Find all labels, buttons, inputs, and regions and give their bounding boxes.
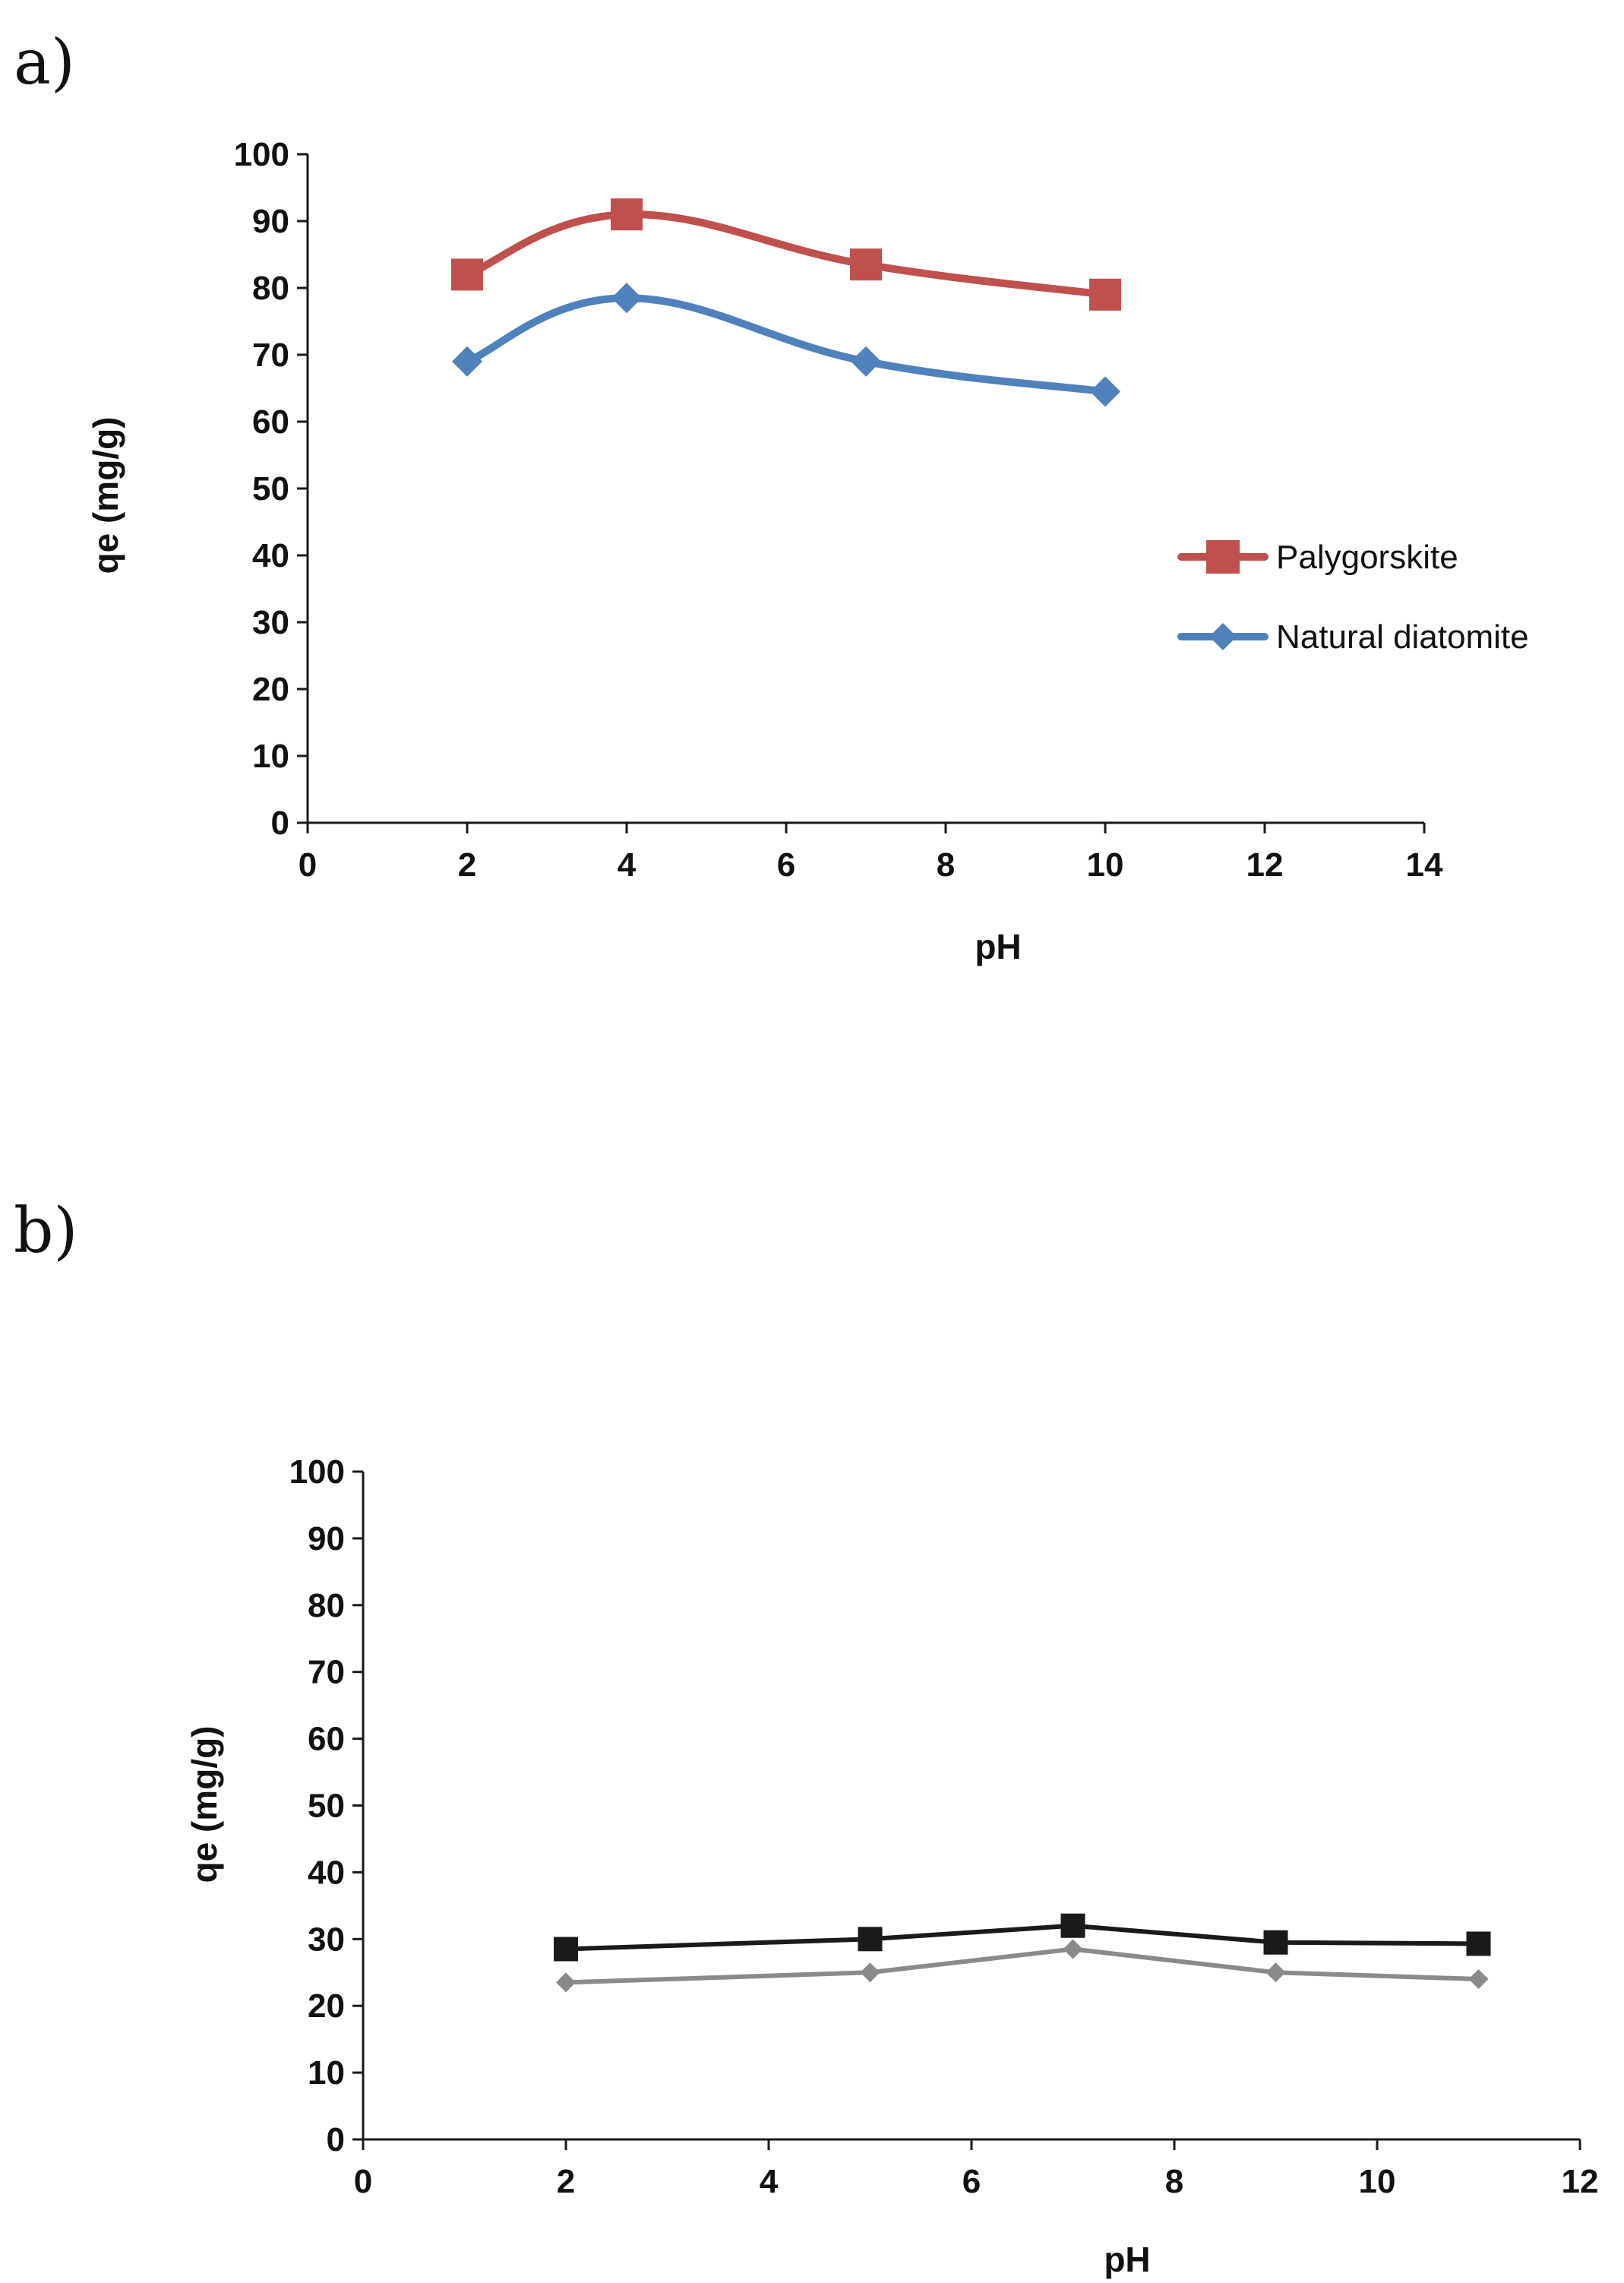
- data-point-square: [1089, 278, 1121, 311]
- x-tick-label: 0: [354, 2163, 372, 2200]
- data-point-diamond: [611, 283, 642, 314]
- y-tick-label: 70: [308, 1654, 345, 1691]
- x-axis-title-a: pH: [975, 927, 1021, 966]
- x-tick-label: 0: [299, 846, 317, 884]
- x-tick-label: 8: [1165, 2163, 1183, 2200]
- panel-label-b: b): [14, 1195, 77, 1267]
- data-point-diamond: [452, 346, 482, 377]
- x-tick-label: 4: [618, 846, 637, 884]
- y-tick-label: 80: [308, 1587, 345, 1624]
- x-tick-label: 10: [1087, 846, 1124, 884]
- x-tick-label: 10: [1359, 2163, 1396, 2200]
- legend-a: Palygorskite Natural diatomite: [1177, 539, 1529, 656]
- y-tick-label: 100: [234, 136, 289, 173]
- data-point-square: [1263, 1930, 1288, 1955]
- x-tick-label: 2: [458, 846, 476, 884]
- data-point-diamond: [1265, 1962, 1286, 1983]
- data-point-square: [554, 1937, 578, 1962]
- y-axis-title-b: qe (mg/g): [185, 1726, 224, 1883]
- data-point-diamond: [1063, 1939, 1083, 1959]
- y-tick-label: 30: [252, 604, 289, 641]
- data-point-diamond: [556, 1972, 576, 1993]
- y-tick-label: 0: [327, 2121, 345, 2158]
- y-axis-title-a: qe (mg/g): [86, 417, 125, 574]
- legend-marker-palygorskite: [1206, 540, 1240, 574]
- data-point-diamond: [1468, 1969, 1489, 1990]
- data-point-diamond: [851, 346, 881, 377]
- y-tick-label: 20: [252, 671, 289, 708]
- data-point-square: [1466, 1931, 1491, 1956]
- y-tick-label: 30: [308, 1921, 345, 1958]
- legend-label-natural-diatomite: Natural diatomite: [1276, 618, 1529, 656]
- y-tick-label: 40: [308, 1854, 345, 1891]
- y-tick-label: 50: [308, 1788, 345, 1825]
- data-point-square: [451, 258, 483, 291]
- x-tick-label: 14: [1406, 846, 1443, 884]
- x-tick-label: 12: [1246, 846, 1284, 884]
- y-tick-label: 80: [252, 270, 289, 307]
- y-tick-label: 60: [252, 403, 289, 441]
- x-tick-label: 8: [937, 846, 955, 884]
- y-tick-label: 90: [308, 1520, 345, 1557]
- y-tick-label: 10: [252, 738, 289, 775]
- data-point-diamond: [860, 1962, 880, 1983]
- chart-a: a) pH qe (mg/g) Palygorskite Natural dia…: [14, 27, 1529, 966]
- y-tick-label: 50: [252, 470, 289, 508]
- x-axis-title-b: pH: [1104, 2240, 1150, 2279]
- y-tick-label: 10: [308, 2054, 345, 2092]
- y-tick-label: 60: [308, 1721, 345, 1758]
- x-tick-label: 6: [777, 846, 795, 884]
- data-point-diamond: [1090, 376, 1120, 407]
- legend-label-palygorskite: Palygorskite: [1276, 539, 1458, 576]
- y-tick-label: 20: [308, 1987, 345, 2025]
- x-tick-label: 12: [1562, 2163, 1599, 2200]
- series-line-b-0: [564, 1923, 1481, 1952]
- x-tick-label: 2: [557, 2163, 575, 2200]
- y-tick-label: 70: [252, 337, 289, 374]
- data-point-square: [1060, 1913, 1085, 1938]
- series-line-b-1: [564, 1946, 1481, 1985]
- data-point-square: [858, 1927, 883, 1952]
- x-tick-label: 6: [962, 2163, 981, 2200]
- panel-label-a: a): [14, 27, 75, 99]
- series-line-a-1: [463, 294, 1109, 396]
- chart-b: b) pH qe (mg/g) 0 10 20 30 40 50 60 70 80 90 100 0 2…: [14, 1195, 1598, 2279]
- data-point-square: [611, 198, 643, 231]
- y-tick-label: 40: [252, 537, 289, 574]
- x-tick-label: 4: [760, 2163, 779, 2200]
- legend-marker-natural-diatomite: [1209, 623, 1237, 650]
- y-tick-label: 0: [271, 805, 289, 842]
- series-line-a-0: [463, 210, 1109, 299]
- y-tick-label: 90: [252, 203, 289, 240]
- y-tick-label: 100: [289, 1453, 345, 1491]
- data-point-square: [850, 248, 882, 281]
